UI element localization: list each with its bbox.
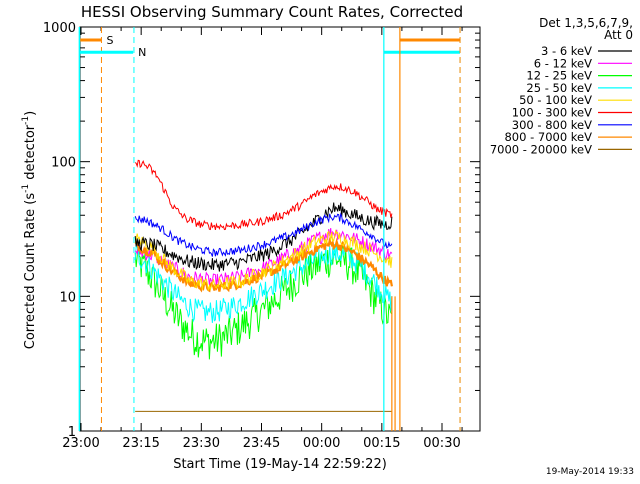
y-tick-label: 1000 xyxy=(43,21,76,36)
series-line xyxy=(135,227,393,288)
x-tick-label: 23:15 xyxy=(122,436,159,451)
legend-label: 7000 - 20000 keV xyxy=(490,142,592,156)
x-tick-label: 00:30 xyxy=(423,436,460,451)
legend-label: 50 - 100 keV xyxy=(519,93,592,107)
series-line xyxy=(134,212,393,257)
series-line xyxy=(134,242,393,323)
plot-area: 23:00 23:15 23:30 23:45 00:00 00:15 00:30 1 10 10… xyxy=(43,21,481,451)
series-line xyxy=(134,236,393,293)
legend-label: 300 - 800 keV xyxy=(512,118,592,132)
legend-header-detectors: Det 1,3,5,6,7,9, xyxy=(539,16,633,30)
y-tick-label: 100 xyxy=(51,156,76,171)
x-tick-label: 00:15 xyxy=(363,436,400,451)
legend-label: 100 - 300 keV xyxy=(512,106,592,120)
footer-date: 19-May-2014 19:33 xyxy=(546,467,634,477)
flag-label: S xyxy=(106,34,113,47)
legend-label: 800 - 7000 keV xyxy=(504,130,592,144)
legend-label: 3 - 6 keV xyxy=(541,44,592,58)
data-group xyxy=(134,159,393,412)
legend-label: 6 - 12 keV xyxy=(534,56,592,70)
series-line xyxy=(134,159,393,231)
y-tick-label: 1 xyxy=(68,425,76,440)
y-axis-label: Corrected Count Rate (s-1 detector-1) xyxy=(21,111,38,349)
y-tick-label: 10 xyxy=(59,290,76,305)
x-tick-label: 23:30 xyxy=(183,436,220,451)
x-tick-label: 23:45 xyxy=(243,436,280,451)
x-tick-label: 00:00 xyxy=(303,436,340,451)
series-line xyxy=(134,202,393,272)
legend-header-attenuator: Att 0 xyxy=(604,28,633,42)
legend-label: 12 - 25 keV xyxy=(526,69,592,83)
x-tick-label: 23:00 xyxy=(62,436,99,451)
x-axis-label: Start Time (19-May-14 22:59:22) xyxy=(173,457,387,472)
series-line xyxy=(134,229,393,291)
series-line xyxy=(134,243,393,360)
chart-title: HESSI Observing Summary Count Rates, Cor… xyxy=(81,3,463,21)
plot-frame xyxy=(79,26,481,432)
flag-label: N xyxy=(138,46,146,59)
legend-label: 25 - 50 keV xyxy=(526,81,592,95)
